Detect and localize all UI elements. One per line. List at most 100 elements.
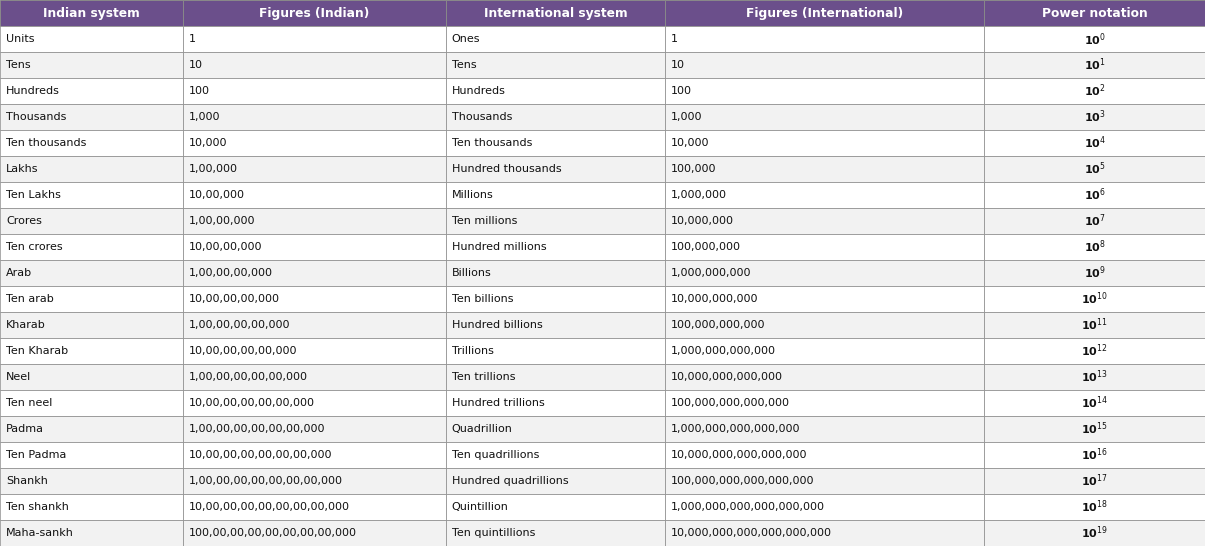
Bar <box>446 286 665 312</box>
Text: $\mathbf{10}^{0}$: $\mathbf{10}^{0}$ <box>1083 31 1106 48</box>
Bar <box>665 286 984 312</box>
Bar <box>665 338 984 364</box>
Bar <box>984 52 1205 78</box>
Bar <box>446 494 665 520</box>
Text: Hundreds: Hundreds <box>6 86 60 96</box>
Text: Ten shankh: Ten shankh <box>6 502 69 512</box>
Bar <box>446 416 665 442</box>
Bar <box>665 364 984 390</box>
Text: Ten arab: Ten arab <box>6 294 54 304</box>
Text: 1,000,000,000,000,000: 1,000,000,000,000,000 <box>671 424 800 434</box>
Text: 10,00,00,00,00,00,00,00,000: 10,00,00,00,00,00,00,00,000 <box>189 502 351 512</box>
Text: $\mathbf{10}^{13}$: $\mathbf{10}^{13}$ <box>1081 369 1109 385</box>
Text: 10,00,00,00,00,000: 10,00,00,00,00,000 <box>189 346 298 356</box>
Bar <box>183 0 446 26</box>
Text: 1,000,000,000,000,000,000: 1,000,000,000,000,000,000 <box>671 502 825 512</box>
Bar <box>665 52 984 78</box>
Bar <box>446 182 665 208</box>
Bar <box>984 520 1205 546</box>
Bar <box>0 26 183 52</box>
Bar <box>0 52 183 78</box>
Text: 100,000,000,000,000,000: 100,000,000,000,000,000 <box>671 476 815 486</box>
Text: Millions: Millions <box>452 190 494 200</box>
Bar <box>183 286 446 312</box>
Bar <box>984 286 1205 312</box>
Bar <box>984 78 1205 104</box>
Text: Hundred quadrillions: Hundred quadrillions <box>452 476 569 486</box>
Text: Maha-sankh: Maha-sankh <box>6 528 74 538</box>
Text: $\mathbf{10}^{12}$: $\mathbf{10}^{12}$ <box>1081 343 1109 359</box>
Bar <box>665 442 984 468</box>
Bar <box>183 52 446 78</box>
Text: Thousands: Thousands <box>452 112 512 122</box>
Bar <box>984 182 1205 208</box>
Text: Hundred billions: Hundred billions <box>452 320 542 330</box>
Bar <box>665 234 984 260</box>
Text: $\mathbf{10}^{11}$: $\mathbf{10}^{11}$ <box>1081 317 1109 334</box>
Text: $\mathbf{10}^{1}$: $\mathbf{10}^{1}$ <box>1083 57 1106 74</box>
Text: $\mathbf{10}^{18}$: $\mathbf{10}^{18}$ <box>1081 498 1109 515</box>
Text: 1: 1 <box>189 34 196 44</box>
Text: Ten thousands: Ten thousands <box>6 138 87 148</box>
Text: 1,00,00,00,00,00,000: 1,00,00,00,00,00,000 <box>189 372 308 382</box>
Text: Billions: Billions <box>452 268 492 278</box>
Bar <box>984 130 1205 156</box>
Bar <box>446 130 665 156</box>
Text: Neel: Neel <box>6 372 31 382</box>
Text: $\mathbf{10}^{9}$: $\mathbf{10}^{9}$ <box>1083 265 1106 281</box>
Bar <box>183 78 446 104</box>
Bar <box>665 312 984 338</box>
Text: $\mathbf{10}^{3}$: $\mathbf{10}^{3}$ <box>1083 109 1106 126</box>
Text: Figures (International): Figures (International) <box>746 7 904 20</box>
Bar <box>984 260 1205 286</box>
Bar <box>183 442 446 468</box>
Bar <box>446 104 665 130</box>
Text: $\mathbf{10}^{7}$: $\mathbf{10}^{7}$ <box>1083 213 1106 229</box>
Bar <box>0 182 183 208</box>
Text: $\mathbf{10}^{8}$: $\mathbf{10}^{8}$ <box>1083 239 1106 256</box>
Bar <box>183 156 446 182</box>
Bar <box>665 416 984 442</box>
Bar <box>984 156 1205 182</box>
Bar <box>446 364 665 390</box>
Bar <box>665 390 984 416</box>
Bar <box>183 104 446 130</box>
Text: $\mathbf{10}^{5}$: $\mathbf{10}^{5}$ <box>1083 161 1106 177</box>
Text: Ten quadrillions: Ten quadrillions <box>452 450 540 460</box>
Text: Quadrillion: Quadrillion <box>452 424 513 434</box>
Bar <box>0 156 183 182</box>
Bar <box>984 494 1205 520</box>
Text: Ten crores: Ten crores <box>6 242 63 252</box>
Text: 1,00,00,000: 1,00,00,000 <box>189 216 255 226</box>
Bar <box>183 130 446 156</box>
Text: 1,00,00,00,00,000: 1,00,00,00,00,000 <box>189 320 290 330</box>
Text: 1: 1 <box>671 34 678 44</box>
Bar <box>665 494 984 520</box>
Bar <box>446 234 665 260</box>
Text: Indian system: Indian system <box>43 7 140 20</box>
Text: Figures (Indian): Figures (Indian) <box>259 7 370 20</box>
Text: Tens: Tens <box>6 60 30 70</box>
Bar <box>0 0 183 26</box>
Text: 10,000,000,000,000: 10,000,000,000,000 <box>671 372 783 382</box>
Bar <box>446 26 665 52</box>
Text: $\mathbf{10}^{2}$: $\mathbf{10}^{2}$ <box>1083 83 1106 99</box>
Bar <box>0 312 183 338</box>
Text: Ten Padma: Ten Padma <box>6 450 66 460</box>
Text: 100,000: 100,000 <box>671 164 717 174</box>
Bar <box>446 78 665 104</box>
Bar <box>0 520 183 546</box>
Text: 10,000,000,000,000,000: 10,000,000,000,000,000 <box>671 450 807 460</box>
Text: 100,00,00,00,00,00,00,00,000: 100,00,00,00,00,00,00,00,000 <box>189 528 357 538</box>
Text: 1,00,00,00,000: 1,00,00,00,000 <box>189 268 274 278</box>
Text: 10,00,00,00,000: 10,00,00,00,000 <box>189 294 281 304</box>
Bar <box>446 52 665 78</box>
Bar <box>984 234 1205 260</box>
Bar <box>446 390 665 416</box>
Bar <box>0 442 183 468</box>
Text: 100: 100 <box>189 86 210 96</box>
Text: Quintillion: Quintillion <box>452 502 509 512</box>
Bar <box>0 260 183 286</box>
Text: Hundred trillions: Hundred trillions <box>452 398 545 408</box>
Bar <box>0 416 183 442</box>
